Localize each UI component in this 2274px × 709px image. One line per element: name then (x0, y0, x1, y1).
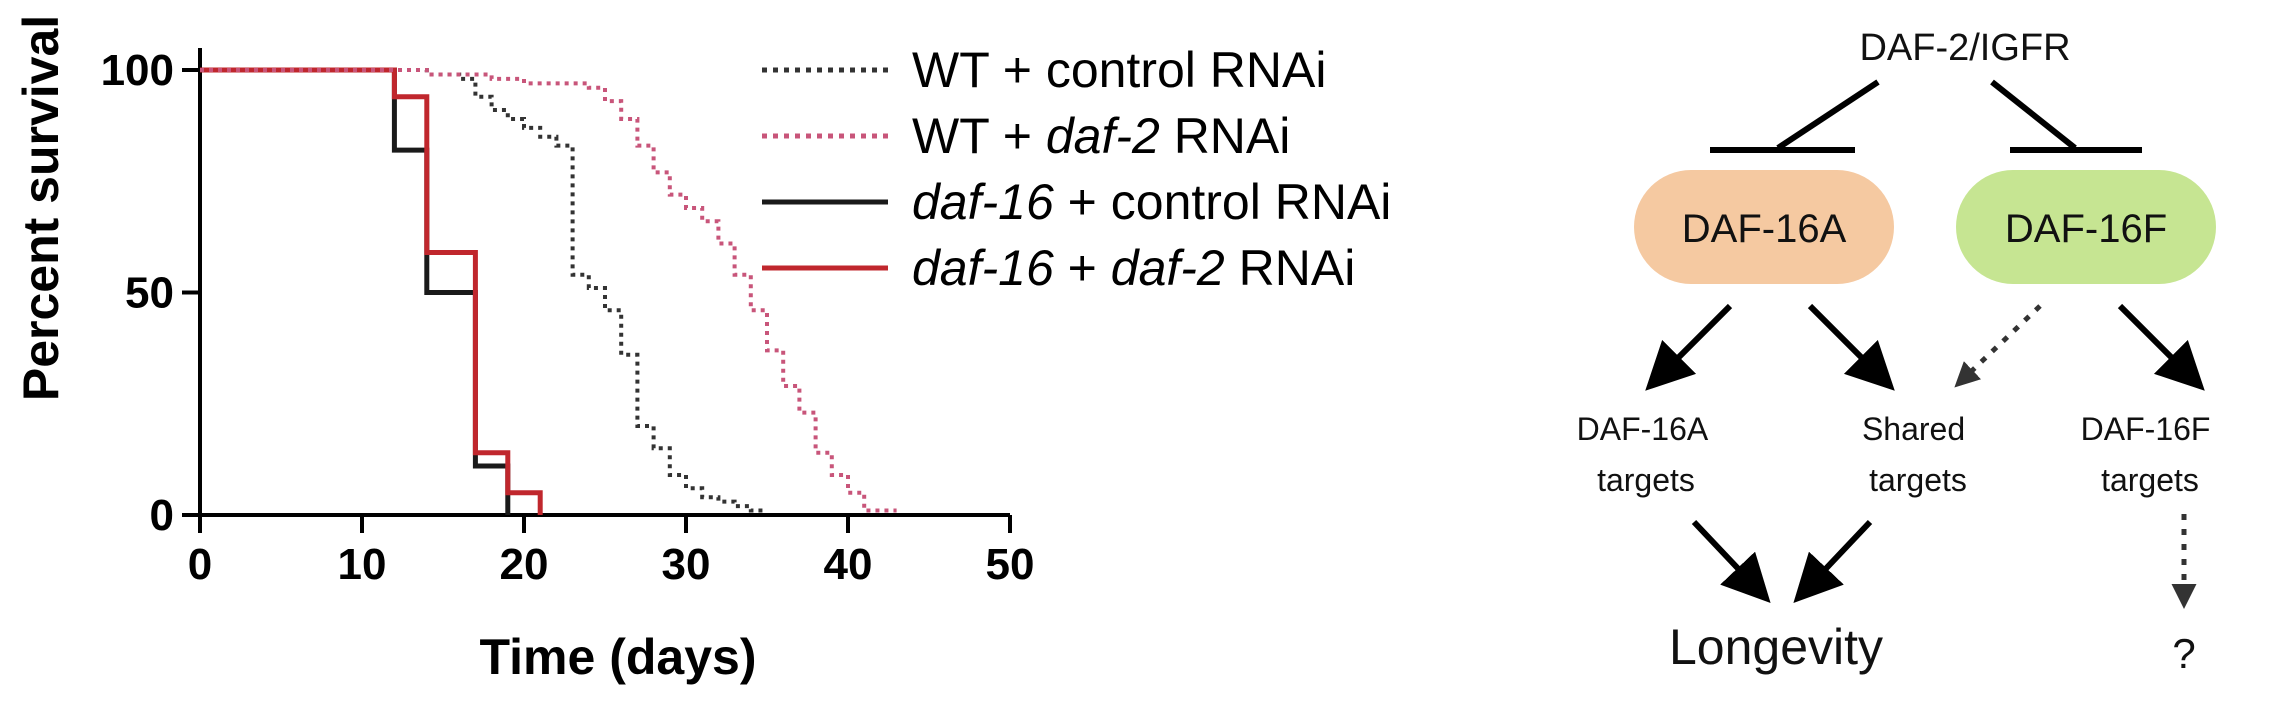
inhibit-right-stem (1990, 79, 2077, 151)
daf16a-node (1634, 170, 1894, 284)
x-tick-label: 40 (824, 540, 873, 589)
arrow-a-to-a-targets (1645, 303, 1733, 391)
series-layer (200, 67, 897, 515)
y-tick-label: 50 (125, 269, 174, 318)
y-tick-label: 0 (150, 491, 174, 540)
shared-targets-label: Shared targets (1862, 411, 1974, 498)
inhibit-left-stem (1776, 79, 1880, 151)
survival-chart: Percent survival Time (days) 0 10 20 30 40 50… (13, 15, 1391, 685)
legend-label-2: WT + daf-2 RNAi (912, 108, 1290, 164)
series-line-2 (200, 68, 897, 513)
y-tick-label: 100 (101, 46, 174, 95)
pathway-diagram: DAF-2/IGFR DAF-16A DAF-16F DAF-16A targe… (1577, 27, 2220, 677)
legend-label-4: daf-16 + daf-2 RNAi (912, 240, 1355, 296)
x-tick-label: 0 (188, 540, 212, 589)
daf2-igfr-label: DAF-2/IGFR (1859, 27, 2070, 69)
y-axis-title: Percent survival (13, 15, 69, 401)
longevity-label: Longevity (1669, 619, 1883, 675)
series-line-1 (200, 68, 767, 513)
arrow-a-to-shared (1807, 303, 1895, 391)
axis-ticks: 0 10 20 30 40 50 0 50 100 (101, 46, 1035, 589)
arrow-shared-to-longevity (1793, 519, 1873, 603)
x-tick-label: 10 (338, 540, 387, 589)
legend: WT + control RNAi WT + daf-2 RNAi daf-16 +… (762, 42, 1391, 296)
x-tick-label: 50 (986, 540, 1035, 589)
series-line-4 (200, 67, 543, 515)
arrow-a-targets-to-longevity (1691, 519, 1771, 603)
daf16a-node-label: DAF-16A (1682, 207, 1847, 251)
question-mark-label: ? (2172, 630, 2195, 677)
x-tick-label: 20 (500, 540, 549, 589)
daf16f-targets-label: DAF-16F targets (2081, 411, 2220, 498)
series-line-3 (200, 67, 511, 515)
daf16a-targets-label: DAF-16A targets (1577, 411, 1716, 498)
daf16f-node-label: DAF-16F (2005, 207, 2167, 251)
x-axis-title: Time (days) (480, 629, 757, 685)
arrow-f-to-f-targets (2117, 303, 2205, 391)
legend-label-1: WT + control RNAi (912, 42, 1326, 98)
legend-label-3: daf-16 + control RNAi (912, 174, 1391, 230)
x-tick-label: 30 (662, 540, 711, 589)
arrow-f-to-shared-dotted (1954, 304, 2042, 388)
daf16f-node (1956, 170, 2216, 284)
